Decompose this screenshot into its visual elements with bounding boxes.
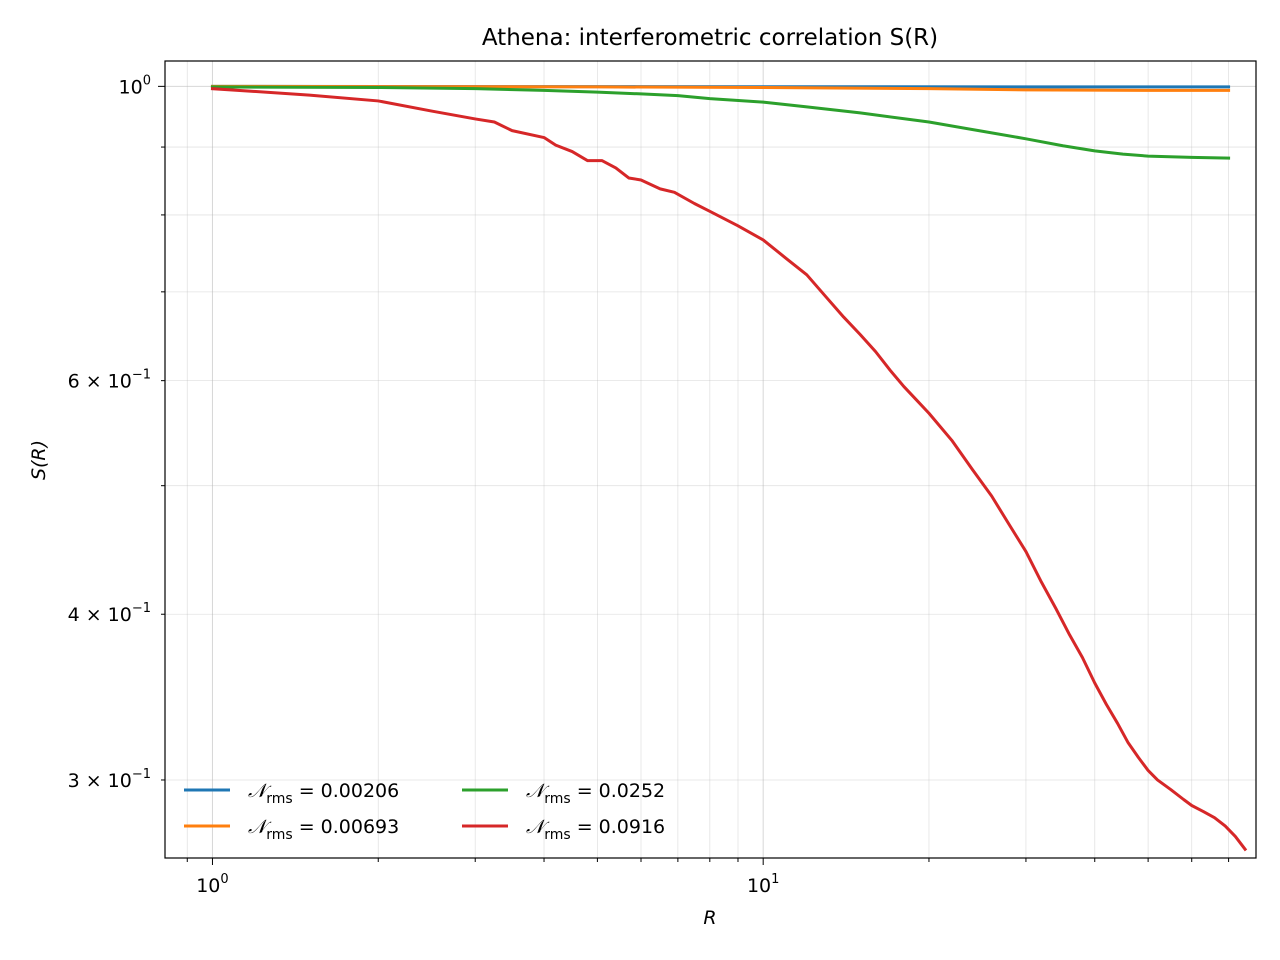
ticks: 100 101 100 6 × 10−1 4 × 10−1 3 × 10−1	[68, 73, 1230, 897]
y-axis-label: S(R)	[28, 440, 50, 480]
legend-label-1: 𝒩rms = 0.00693	[248, 816, 399, 843]
series-line-3	[210, 87, 1248, 852]
y-tick-label: 6 × 10−1	[68, 368, 151, 393]
x-tick-label: 101	[747, 872, 779, 897]
legend: 𝒩rms = 0.00206 𝒩rms = 0.00693 𝒩rms = 0.025…	[184, 780, 665, 843]
legend-label-2: 𝒩rms = 0.0252	[526, 780, 665, 807]
legend-label-3: 𝒩rms = 0.0916	[526, 816, 665, 843]
y-tick-label: 100	[119, 73, 151, 98]
chart-title: Athena: interferometric correlation S(R)	[482, 25, 938, 51]
grid	[165, 61, 1256, 858]
series-line-2	[210, 85, 1231, 160]
x-tick-label: 100	[196, 872, 228, 897]
y-tick-label: 3 × 10−1	[68, 767, 151, 792]
series-lines	[210, 84, 1248, 852]
legend-label-0: 𝒩rms = 0.00206	[248, 780, 399, 807]
y-tick-label: 4 × 10−1	[68, 601, 151, 626]
x-axis-label: R	[703, 907, 716, 929]
series-line-1	[210, 84, 1231, 92]
plot-frame	[164, 60, 1257, 859]
